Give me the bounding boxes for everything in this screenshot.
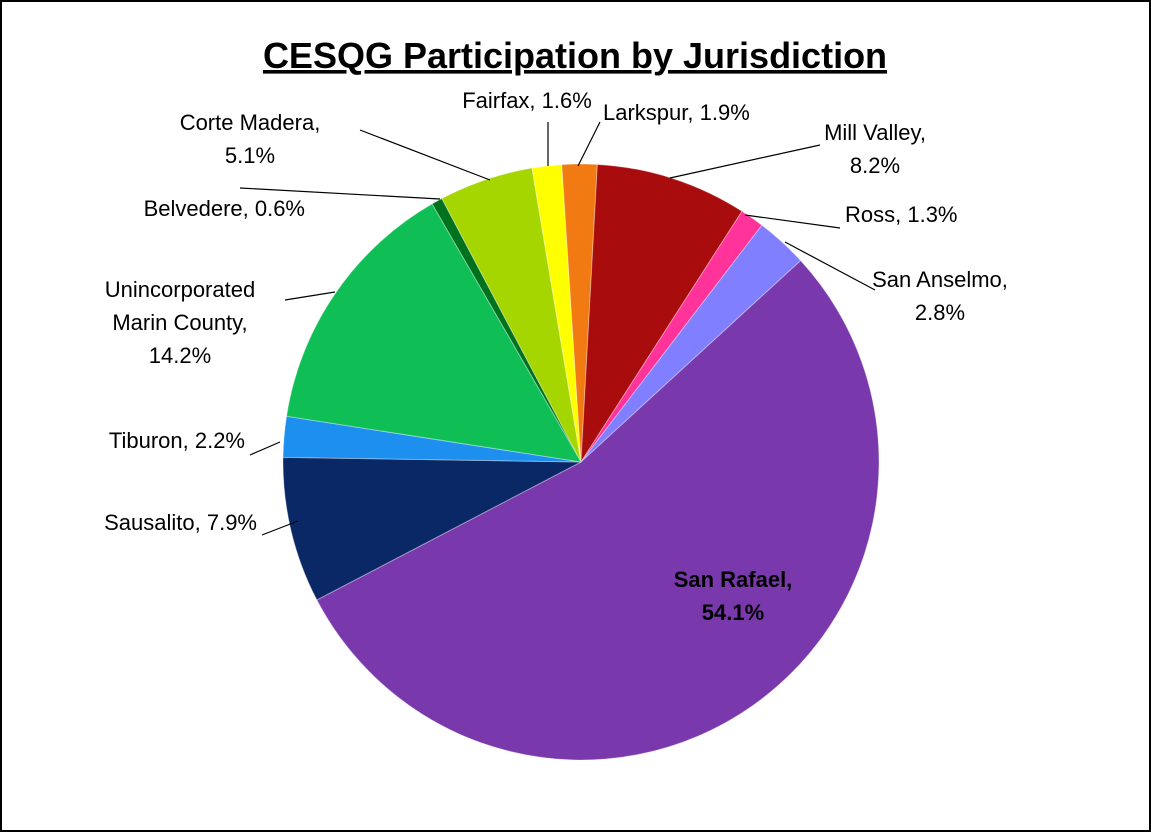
leader-line — [577, 121, 601, 167]
leader-line — [359, 129, 491, 181]
pie-slice — [285, 203, 582, 463]
data-label: Larkspur, 1.9% — [603, 100, 750, 125]
data-label: Tiburon, 2.2% — [109, 428, 245, 453]
leader-line — [784, 241, 876, 291]
leader-line — [239, 187, 441, 200]
pie-slice — [282, 456, 582, 601]
pie-slice — [316, 259, 880, 761]
data-label: Belvedere, 0.6% — [144, 196, 305, 221]
leader-line — [744, 214, 841, 229]
data-label: Fairfax, 1.6% — [462, 88, 592, 113]
leader-line — [261, 520, 299, 536]
pie-slice — [580, 224, 802, 463]
data-label: San Rafael, 54.1% — [674, 567, 793, 625]
pie-slice — [580, 163, 743, 464]
pie-slice — [282, 415, 582, 463]
pie-slice — [580, 210, 763, 463]
data-label: Unincorporated Marin County, 14.2% — [105, 277, 255, 368]
data-label: Sausalito, 7.9% — [104, 510, 257, 535]
pie-slice — [531, 164, 582, 463]
chart-title: CESQG Participation by Jurisdiction — [263, 35, 887, 76]
pie-slice — [431, 197, 582, 463]
data-label: Mill Valley, 8.2% — [824, 120, 926, 178]
data-label: San Anselmo, 2.8% — [872, 267, 1008, 325]
leader-line — [669, 144, 821, 179]
data-label: Ross, 1.3% — [845, 202, 958, 227]
leader-line — [249, 441, 281, 456]
data-label: Corte Madera, 5.1% — [180, 110, 321, 168]
leader-line — [284, 291, 336, 301]
pie-slice — [441, 167, 582, 463]
